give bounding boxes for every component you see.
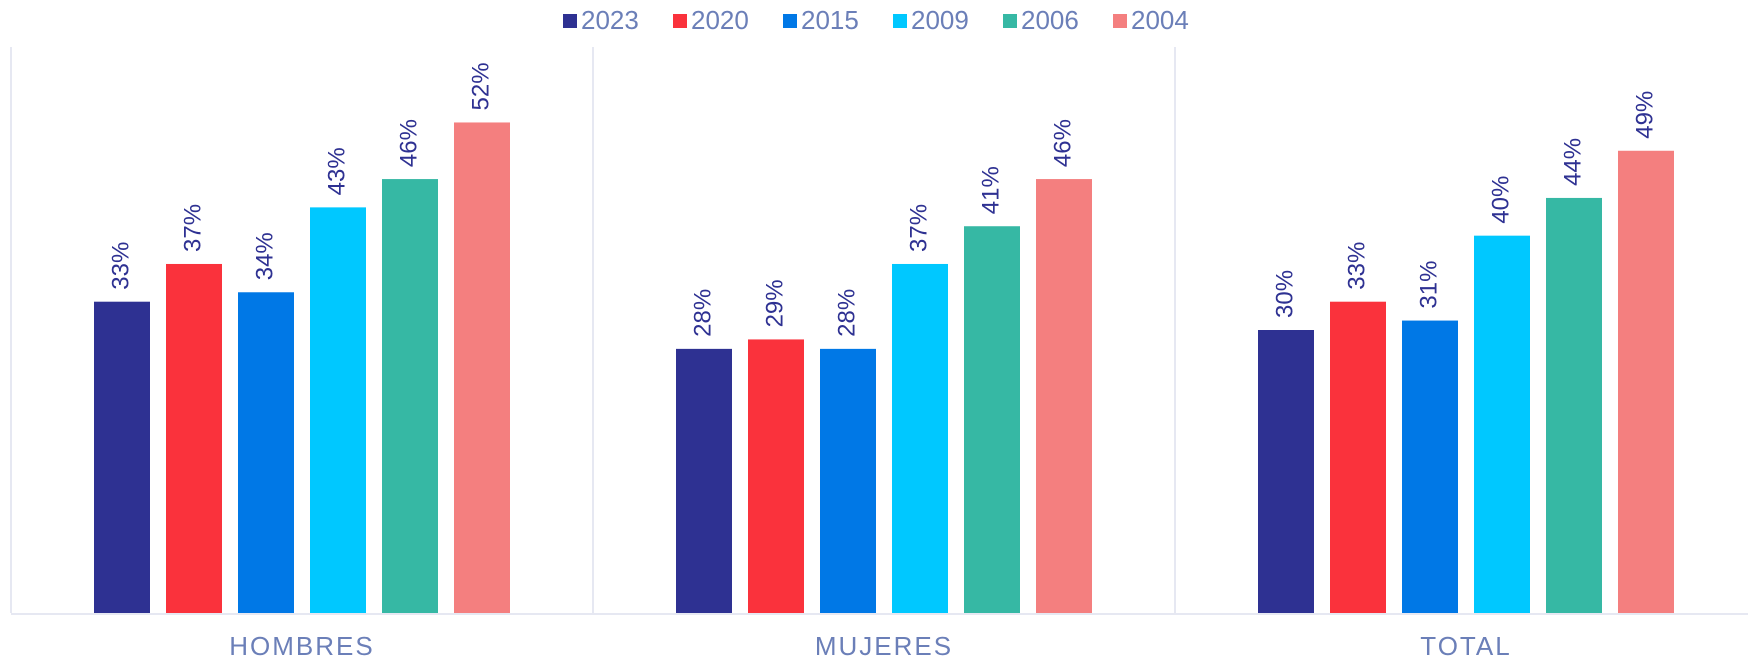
bar xyxy=(676,348,732,613)
data-label: 33% xyxy=(107,242,134,290)
x-tick-label: TOTAL xyxy=(1420,631,1511,661)
bar xyxy=(382,179,438,614)
data-label: 52% xyxy=(467,62,494,110)
legend-swatch xyxy=(1113,14,1127,28)
legend-label: 2006 xyxy=(1021,5,1079,35)
bar xyxy=(1330,301,1386,613)
bar xyxy=(94,301,150,613)
data-label: 37% xyxy=(905,204,932,252)
bar xyxy=(892,263,948,613)
legend-swatch xyxy=(673,14,687,28)
data-label: 34% xyxy=(251,232,278,280)
bar xyxy=(1546,197,1602,613)
data-label: 31% xyxy=(1415,261,1442,309)
x-tick-label: HOMBRES xyxy=(229,631,374,661)
data-label: 37% xyxy=(179,204,206,252)
bar xyxy=(1036,179,1092,614)
legend-swatch xyxy=(783,14,797,28)
legend-label: 2009 xyxy=(911,5,969,35)
bar xyxy=(820,348,876,613)
data-label: 43% xyxy=(323,147,350,195)
bar xyxy=(310,207,366,613)
legend-label: 2015 xyxy=(801,5,859,35)
bar xyxy=(166,263,222,613)
bar xyxy=(454,122,510,613)
data-label: 41% xyxy=(977,166,1004,214)
legend-label: 2020 xyxy=(691,5,749,35)
bar xyxy=(1618,150,1674,613)
legend-swatch xyxy=(1003,14,1017,28)
data-label: 46% xyxy=(395,119,422,167)
x-tick-label: MUJERES xyxy=(815,631,953,661)
legend-label: 2023 xyxy=(581,5,639,35)
legend-label: 2004 xyxy=(1131,5,1189,35)
bar xyxy=(238,292,294,613)
bar xyxy=(1402,320,1458,613)
data-label: 40% xyxy=(1487,176,1514,224)
bar xyxy=(748,339,804,613)
bar xyxy=(1258,330,1314,613)
data-label: 44% xyxy=(1559,138,1586,186)
data-label: 30% xyxy=(1271,270,1298,318)
legend-swatch xyxy=(563,14,577,28)
legend-swatch xyxy=(893,14,907,28)
data-label: 28% xyxy=(833,289,860,337)
data-label: 33% xyxy=(1343,242,1370,290)
data-label: 28% xyxy=(689,289,716,337)
bar xyxy=(1474,235,1530,613)
bar xyxy=(964,226,1020,613)
data-label: 29% xyxy=(761,279,788,327)
data-label: 46% xyxy=(1049,119,1076,167)
data-label: 49% xyxy=(1631,91,1658,139)
